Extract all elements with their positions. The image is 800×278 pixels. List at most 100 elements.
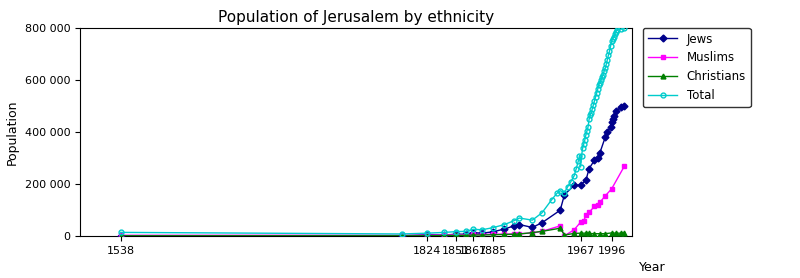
Muslims	[537, 230, 546, 233]
Total	[586, 113, 595, 117]
Christians	[527, 231, 537, 234]
Jews	[608, 117, 618, 121]
Jews	[581, 178, 590, 182]
Text: Year: Year	[639, 261, 666, 274]
Jews	[477, 232, 486, 235]
Jews	[422, 233, 432, 236]
Christians	[607, 231, 617, 235]
Christians	[461, 234, 470, 237]
Line: Christians: Christians	[118, 226, 627, 238]
Muslims	[397, 234, 406, 237]
Jews	[601, 136, 610, 139]
Muslims	[579, 219, 589, 222]
Christians	[451, 234, 461, 237]
Jews	[488, 230, 498, 234]
Y-axis label: Population: Population	[6, 99, 19, 165]
Jews	[116, 234, 126, 238]
Total	[116, 231, 126, 234]
Jews	[593, 157, 602, 160]
Muslims	[590, 205, 599, 208]
Christians	[477, 233, 486, 237]
Jews	[617, 106, 626, 109]
Christians	[590, 232, 599, 235]
Jews	[537, 221, 546, 224]
Christians	[500, 233, 510, 236]
Muslims	[581, 214, 590, 217]
Total	[552, 192, 562, 195]
Jews	[514, 223, 524, 226]
Jews	[527, 226, 537, 229]
Jews	[560, 193, 570, 196]
Muslims	[620, 164, 630, 168]
Christians	[397, 234, 406, 237]
Muslims	[555, 224, 565, 227]
Jews	[606, 125, 615, 128]
Muslims	[500, 232, 510, 236]
Christians	[611, 232, 621, 235]
Muslims	[488, 232, 498, 236]
Total	[397, 232, 406, 236]
Jews	[469, 231, 478, 234]
Christians	[560, 233, 570, 237]
Muslims	[560, 234, 570, 237]
Jews	[440, 233, 450, 237]
Muslims	[510, 232, 519, 236]
Jews	[397, 234, 406, 237]
Jews	[584, 167, 594, 170]
Christians	[601, 232, 610, 235]
Christians	[576, 232, 586, 235]
Christians	[537, 230, 546, 233]
Christians	[510, 232, 519, 236]
Muslims	[595, 201, 605, 204]
Jews	[510, 224, 519, 227]
Total	[537, 211, 546, 215]
Line: Total: Total	[118, 25, 627, 236]
Muslims	[584, 211, 594, 214]
Line: Jews: Jews	[118, 104, 627, 239]
Muslims	[461, 233, 470, 236]
Muslims	[477, 233, 486, 236]
Muslims	[576, 220, 586, 224]
Muslims	[607, 187, 617, 190]
Jews	[576, 183, 586, 187]
Muslims	[440, 233, 450, 237]
Total	[607, 40, 617, 43]
Christians	[555, 227, 565, 230]
Christians	[617, 232, 626, 235]
Muslims	[469, 233, 478, 236]
Christians	[514, 232, 524, 236]
Muslims	[514, 232, 524, 235]
Jews	[611, 110, 621, 113]
Christians	[584, 232, 594, 235]
Total	[620, 26, 630, 29]
Title: Population of Jerusalem by ethnicity: Population of Jerusalem by ethnicity	[218, 10, 494, 25]
Muslims	[116, 234, 126, 237]
Christians	[570, 232, 579, 235]
Jews	[609, 115, 618, 118]
Muslims	[593, 203, 602, 207]
Christians	[440, 234, 450, 237]
Christians	[116, 234, 126, 237]
Christians	[469, 233, 478, 237]
Jews	[620, 104, 630, 108]
Total	[574, 159, 583, 162]
Muslims	[422, 234, 432, 237]
Jews	[607, 120, 617, 123]
Christians	[581, 232, 590, 235]
Total	[590, 99, 599, 102]
Christians	[595, 232, 605, 235]
Jews	[595, 151, 605, 155]
Muslims	[451, 233, 461, 236]
Jews	[461, 232, 470, 236]
Christians	[620, 232, 630, 235]
Line: Muslims: Muslims	[118, 163, 627, 238]
Muslims	[601, 194, 610, 198]
Jews	[555, 208, 565, 212]
Jews	[451, 232, 461, 236]
Jews	[570, 184, 579, 187]
Muslims	[527, 231, 537, 235]
Christians	[422, 234, 432, 237]
Jews	[602, 130, 612, 134]
Legend: Jews, Muslims, Christians, Total: Jews, Muslims, Christians, Total	[643, 28, 750, 107]
Jews	[590, 158, 599, 162]
